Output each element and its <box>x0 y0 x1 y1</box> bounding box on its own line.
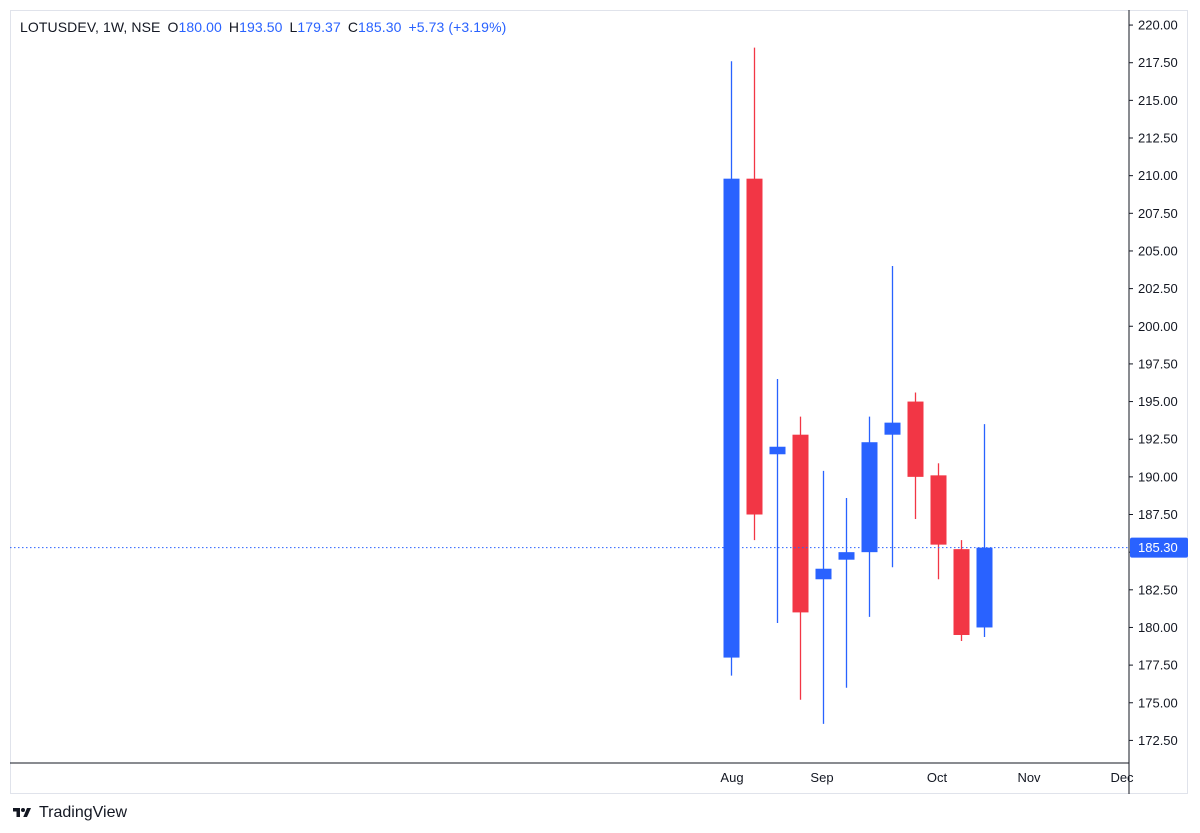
x-tick-label: Oct <box>927 770 948 785</box>
candle-body[interactable] <box>861 442 878 553</box>
candle-body[interactable] <box>953 549 970 635</box>
x-tick-label: Aug <box>720 770 743 785</box>
y-tick-label: 190.00 <box>1138 469 1178 484</box>
y-tick-label: 175.00 <box>1138 695 1178 710</box>
y-tick-label: 195.00 <box>1138 394 1178 409</box>
chart-frame <box>10 10 1188 794</box>
x-tick-label: Nov <box>1017 770 1041 785</box>
current-price-tag <box>1130 537 1188 558</box>
symbol-legend: LOTUSDEV, 1W, NSE O180.00 H193.50 L179.37 C1… <box>20 19 506 35</box>
open-value: 180.00 <box>178 19 222 35</box>
low-label: L <box>289 19 298 35</box>
y-tick-label: 182.50 <box>1138 582 1178 597</box>
tradingview-logo-icon <box>13 808 31 817</box>
brand-name: TradingView <box>39 804 128 821</box>
candle-body[interactable] <box>723 178 740 658</box>
candle-body[interactable] <box>815 568 832 580</box>
candle-body[interactable] <box>769 446 786 455</box>
y-tick-label: 197.50 <box>1138 356 1178 371</box>
y-tick-label: 217.50 <box>1138 55 1178 70</box>
y-tick-label: 187.50 <box>1138 507 1178 522</box>
candle-body[interactable] <box>907 401 924 477</box>
y-tick-label: 200.00 <box>1138 319 1178 334</box>
candle-body[interactable] <box>930 475 947 545</box>
y-tick-label: 180.00 <box>1138 620 1178 635</box>
candle-body[interactable] <box>792 434 809 613</box>
y-tick-label: 177.50 <box>1138 658 1178 673</box>
y-tick-label: 172.50 <box>1138 733 1178 748</box>
y-tick-label: 202.50 <box>1138 281 1178 296</box>
change-value: +5.73 (+3.19%) <box>408 19 507 35</box>
x-tick-label: Dec <box>1110 770 1134 785</box>
candle-body[interactable] <box>976 547 993 628</box>
candle-body[interactable] <box>746 178 763 515</box>
candle-body[interactable] <box>884 422 901 435</box>
y-tick-label: 220.00 <box>1138 18 1178 33</box>
candles-layer <box>723 47 993 724</box>
high-value: 193.50 <box>239 19 283 35</box>
price-line-layer: 185.30 <box>10 537 1188 558</box>
x-tick-label: Sep <box>810 770 833 785</box>
current-price-label: 185.30 <box>1138 540 1178 555</box>
close-label: C <box>347 19 359 35</box>
low-value: 179.37 <box>297 19 341 35</box>
footer-branding: TradingView <box>11 802 127 824</box>
high-label: H <box>228 19 240 35</box>
y-tick-label: 205.00 <box>1138 243 1178 258</box>
y-tick-label: 192.50 <box>1138 432 1178 447</box>
y-tick-label: 215.00 <box>1138 93 1178 108</box>
y-tick-label: 212.50 <box>1138 131 1178 146</box>
symbol-title: LOTUSDEV, 1W, NSE <box>20 19 161 35</box>
y-tick-label: 210.00 <box>1138 168 1178 183</box>
open-label: O <box>167 19 179 35</box>
axes-layer: 220.00 217.50 215.00 212.50 210.00 207.50 205.… <box>10 10 1178 794</box>
candle-body[interactable] <box>838 552 855 560</box>
close-value: 185.30 <box>358 19 402 35</box>
y-tick-label: 207.50 <box>1138 206 1178 221</box>
